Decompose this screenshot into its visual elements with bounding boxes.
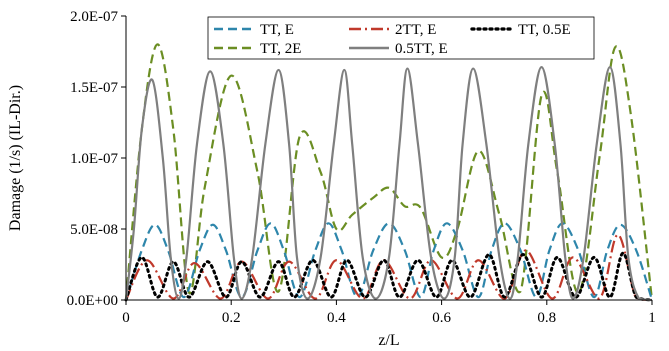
x-tick-label: 0.8	[537, 310, 556, 326]
series-line-3	[124, 43, 654, 301]
y-tick-label: 1.5E-07	[70, 80, 118, 96]
legend: TT, E 2TT, E TT, 0.5E TT, 2E 0.5TT, E	[207, 16, 595, 60]
y-tick-label: 2.0E-07	[70, 9, 118, 25]
series-line-2	[124, 251, 654, 302]
x-tick-label: 1	[648, 310, 656, 326]
legend-label: 2TT, E	[395, 22, 436, 38]
x-tick-label: 0.4	[327, 310, 346, 326]
series-layer	[124, 43, 654, 302]
ticks-layer: 0 0.2 0.4 0.6 0.8 1 0.0E+00 5.0E-08 1.0E-07 1.5E-…	[67, 9, 656, 326]
y-axis-title: Damage (1/s) (IL-Dir.)	[7, 85, 24, 231]
series-line-1	[125, 233, 653, 302]
series-line-4	[124, 66, 653, 302]
y-tick-label: 0.0E+00	[67, 293, 118, 309]
legend-label: TT, 0.5E	[518, 22, 571, 38]
x-tick-label: 0.6	[432, 310, 451, 326]
x-tick-label: 0	[122, 310, 130, 326]
legend-label: TT, E	[260, 22, 294, 38]
y-tick-label: 1.0E-07	[70, 151, 118, 167]
x-tick-label: 0.2	[222, 310, 241, 326]
legend-label: TT, 2E	[260, 41, 301, 57]
x-axis-title: z/L	[378, 332, 399, 349]
legend-label: 0.5TT, E	[395, 41, 448, 57]
legend-box	[207, 16, 595, 60]
y-tick-label: 5.0E-08	[70, 222, 118, 238]
